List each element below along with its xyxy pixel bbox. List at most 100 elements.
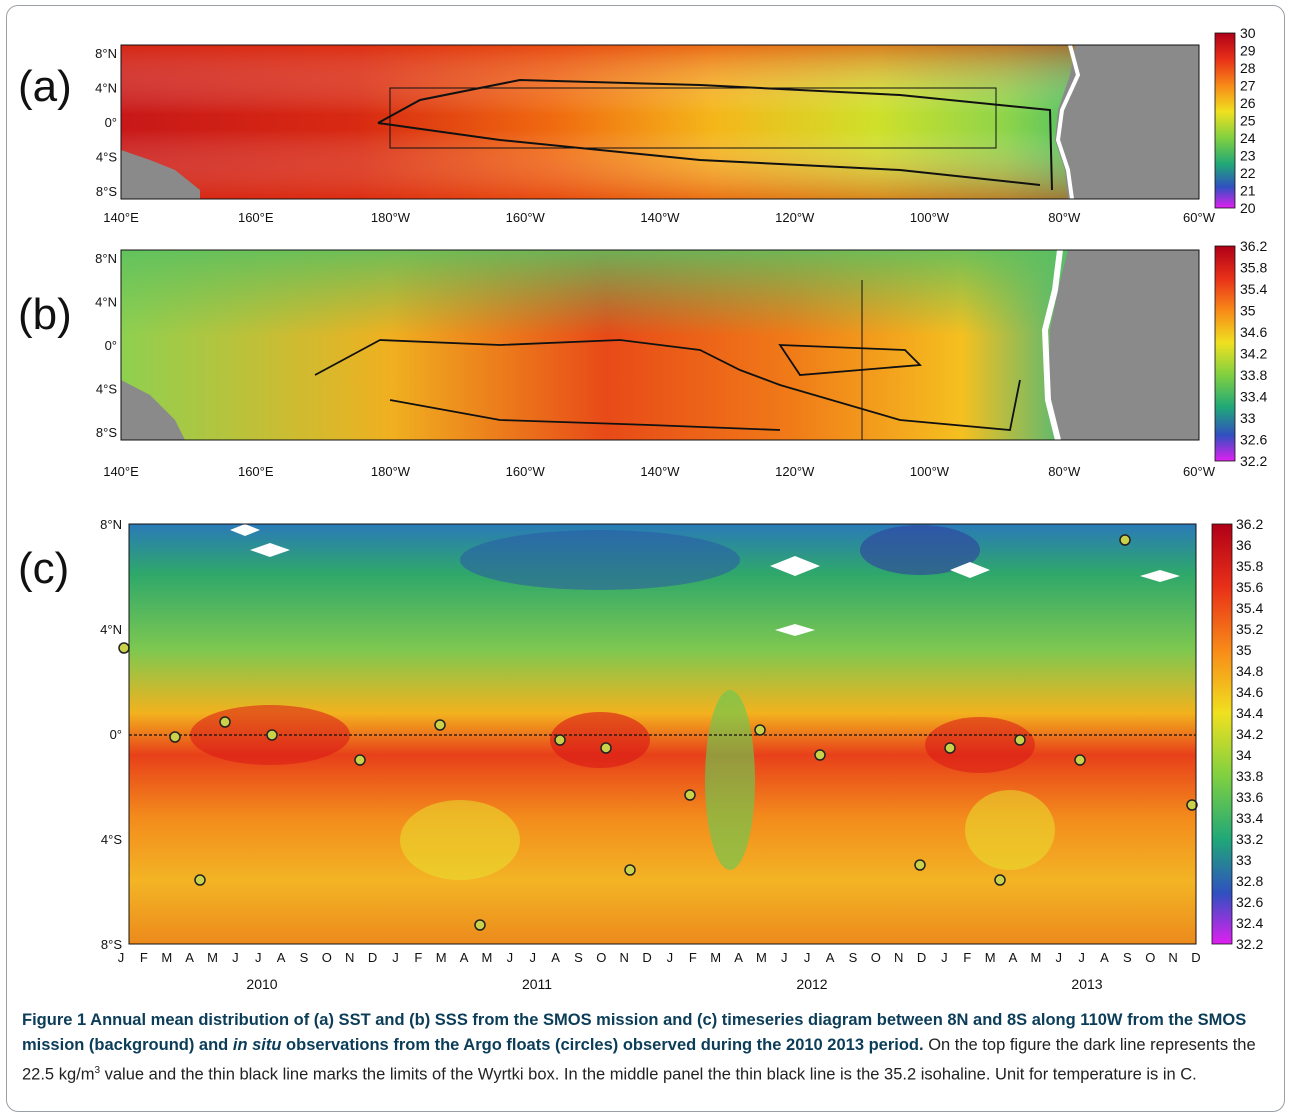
caption-bold-italic: in situ xyxy=(232,1036,282,1054)
month-tick: S xyxy=(1123,950,1132,965)
colorbar-tick: 27 xyxy=(1240,78,1256,94)
month-tick: A xyxy=(826,950,835,965)
colorbar-tick: 36 xyxy=(1236,537,1252,553)
month-tick: A xyxy=(185,950,194,965)
colorbar-tick: 35.8 xyxy=(1240,260,1267,276)
map-lat-tick: 8°S xyxy=(96,184,117,199)
ts-lat-tick: 8°S xyxy=(101,937,122,952)
map-lat-tick: 8°N xyxy=(95,46,117,61)
ts-lat-tick: 4°N xyxy=(100,622,122,637)
month-tick: N xyxy=(345,950,354,965)
colorbar-tick: 33 xyxy=(1240,410,1256,426)
panel-b-map xyxy=(120,249,1200,441)
month-tick: A xyxy=(1009,950,1018,965)
year-label: 2012 xyxy=(796,976,827,992)
colorbar-tick: 23 xyxy=(1240,148,1256,164)
month-tick: D xyxy=(642,950,651,965)
caption-text-1: On the top figure the dark line represen… xyxy=(22,1036,1256,1084)
month-tick: F xyxy=(140,950,148,965)
colorbar-tick: 34.6 xyxy=(1236,684,1263,700)
panel-label-b: (b) xyxy=(18,290,72,339)
month-tick: M xyxy=(482,950,493,965)
month-tick: O xyxy=(871,950,881,965)
map-lon-tick: 160°W xyxy=(506,464,546,479)
map-lon-tick: 140°E xyxy=(103,210,139,225)
map-lon-tick: 140°W xyxy=(640,210,680,225)
map-lon-tick: 160°E xyxy=(238,464,274,479)
month-tick: A xyxy=(277,950,286,965)
month-tick: O xyxy=(596,950,606,965)
month-tick: M xyxy=(710,950,721,965)
map-lon-tick: 60°W xyxy=(1183,464,1216,479)
year-label: 2010 xyxy=(246,976,277,992)
month-tick: J xyxy=(118,950,125,965)
month-tick: M xyxy=(1030,950,1041,965)
colorbar-tick: 32.6 xyxy=(1240,432,1267,448)
axis-labels: 8°N 4°N 0° 4°S 8°S 140°E 160°E 180°W 160°W 140°W 1… xyxy=(95,25,1267,992)
colorbar-tick: 33.6 xyxy=(1236,789,1263,805)
map-lon-tick: 80°W xyxy=(1048,464,1081,479)
map-lat-tick: 4°N xyxy=(95,81,117,96)
map-lat-tick: 4°S xyxy=(96,150,117,165)
colorbar-a xyxy=(1214,32,1236,209)
colorbar-tick: 30 xyxy=(1240,25,1256,41)
colorbar-tick: 33.4 xyxy=(1240,389,1267,405)
month-tick: M xyxy=(161,950,172,965)
month-tick: D xyxy=(917,950,926,965)
map-lat-tick: 0° xyxy=(105,338,117,353)
colorbar-tick: 35.2 xyxy=(1236,621,1263,637)
month-tick: J xyxy=(232,950,239,965)
colorbar-tick: 35.6 xyxy=(1236,579,1263,595)
panel-c-timeseries xyxy=(118,523,1198,945)
month-tick: M xyxy=(985,950,996,965)
map-lon-tick: 100°W xyxy=(910,210,950,225)
map-lon-tick: 60°W xyxy=(1183,210,1216,225)
map-lon-tick: 160°W xyxy=(506,210,546,225)
month-tick: J xyxy=(507,950,514,965)
colorbar-tick: 32.2 xyxy=(1236,936,1263,952)
map-lon-tick: 180°W xyxy=(371,464,411,479)
month-tick: F xyxy=(689,950,697,965)
colorbar-tick: 33.2 xyxy=(1236,831,1263,847)
month-tick: J xyxy=(804,950,811,965)
figure-graphics: 8°N 4°N 0° 4°S 8°S 140°E 160°E 180°W 160°W 140°W 1… xyxy=(95,25,1267,992)
month-tick: N xyxy=(894,950,903,965)
colorbar-tick: 28 xyxy=(1240,60,1256,76)
colorbar-tick: 22 xyxy=(1240,165,1256,181)
panel-a-map xyxy=(120,44,1200,200)
ts-lat-tick: 8°N xyxy=(100,517,122,532)
month-tick: M xyxy=(436,950,447,965)
month-tick: F xyxy=(963,950,971,965)
map-lon-tick: 80°W xyxy=(1048,210,1081,225)
month-tick: D xyxy=(368,950,377,965)
colorbar-tick: 36.2 xyxy=(1236,516,1263,532)
caption-text-2: value and the thin black line marks the … xyxy=(100,1065,1197,1084)
month-tick: J xyxy=(255,950,262,965)
colorbar-tick: 20 xyxy=(1240,200,1256,216)
map-lat-tick: 8°N xyxy=(95,251,117,266)
month-tick: S xyxy=(300,950,309,965)
colorbar-tick: 29 xyxy=(1240,43,1256,59)
colorbar-tick: 25 xyxy=(1240,113,1256,129)
month-tick: F xyxy=(414,950,422,965)
month-tick: O xyxy=(1145,950,1155,965)
colorbar-tick: 34.4 xyxy=(1236,705,1263,721)
month-tick: J xyxy=(1078,950,1085,965)
colorbar-tick: 36.2 xyxy=(1240,238,1267,254)
month-tick: J xyxy=(1056,950,1063,965)
colorbar-tick: 33.4 xyxy=(1236,810,1263,826)
month-tick: A xyxy=(734,950,743,965)
map-lat-tick: 8°S xyxy=(96,425,117,440)
ts-lat-tick: 0° xyxy=(110,727,122,742)
map-lon-tick: 160°E xyxy=(238,210,274,225)
ts-lat-tick: 4°S xyxy=(101,832,122,847)
month-tick: N xyxy=(619,950,628,965)
month-tick: M xyxy=(756,950,767,965)
year-label: 2013 xyxy=(1071,976,1102,992)
map-lat-tick: 4°N xyxy=(95,295,117,310)
panel-label-a: (a) xyxy=(18,62,72,111)
colorbar-b xyxy=(1214,245,1236,462)
colorbar-tick: 24 xyxy=(1240,130,1256,146)
colorbar-tick: 35.8 xyxy=(1236,558,1263,574)
month-tick: S xyxy=(574,950,583,965)
